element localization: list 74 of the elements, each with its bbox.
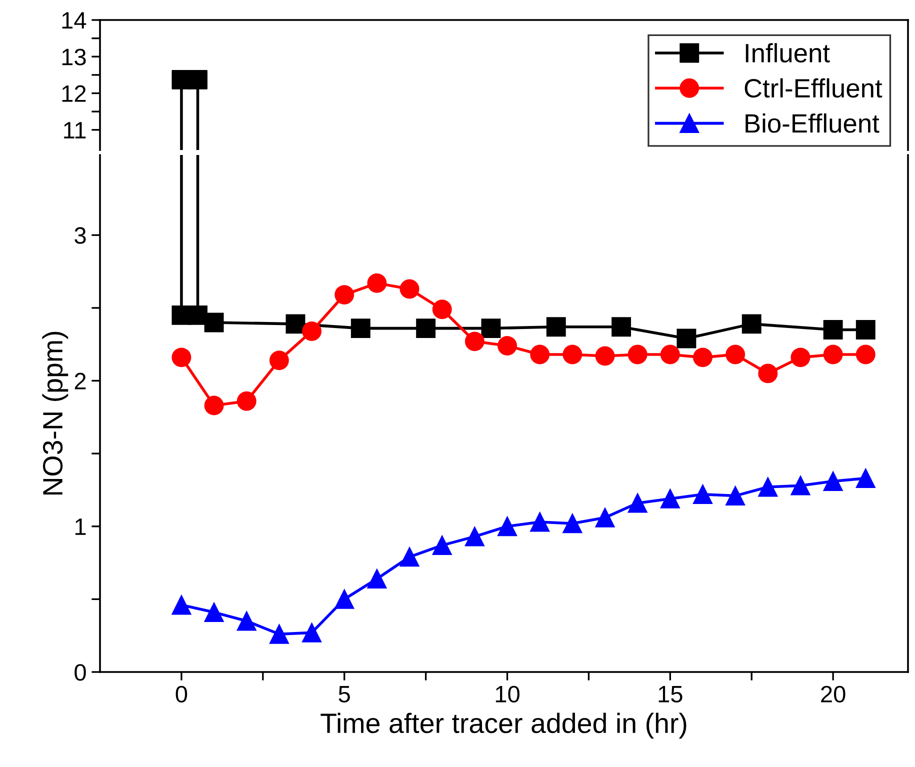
- point: [823, 471, 843, 491]
- point: [269, 350, 289, 370]
- y-axis-title: NO3-N (ppm): [42, 332, 68, 495]
- point: [432, 300, 452, 320]
- point: [562, 514, 582, 534]
- x-tick-label: 0: [176, 686, 188, 703]
- point: [742, 314, 762, 334]
- point: [595, 508, 615, 528]
- point: [856, 468, 876, 488]
- point: [367, 273, 387, 293]
- point: [172, 595, 192, 615]
- point: [204, 396, 224, 416]
- point: [400, 279, 420, 299]
- point: [416, 318, 436, 338]
- point: [595, 346, 615, 366]
- point: [188, 305, 208, 325]
- legend-label: Ctrl-Effluent: [744, 78, 882, 98]
- point: [334, 285, 354, 305]
- point: [400, 547, 420, 567]
- point: [481, 318, 501, 338]
- point: [530, 344, 550, 364]
- point: [856, 344, 876, 364]
- point: [350, 318, 370, 338]
- point: [204, 602, 224, 622]
- point: [498, 516, 517, 536]
- x-tick-label: 20: [821, 686, 846, 703]
- y-tick-label: 13: [62, 48, 86, 66]
- point: [758, 364, 778, 384]
- point: [790, 476, 810, 496]
- point: [693, 484, 712, 504]
- point: [464, 526, 484, 546]
- legend-label: Influent: [746, 43, 830, 62]
- point: [726, 486, 746, 506]
- point: [302, 622, 322, 642]
- point: [530, 512, 550, 532]
- point: [660, 488, 680, 508]
- point: [269, 624, 289, 644]
- point: [823, 344, 843, 364]
- point: [823, 320, 843, 340]
- point: [464, 332, 484, 352]
- point: [562, 344, 582, 364]
- x-tick-label: 10: [496, 686, 520, 703]
- point: [628, 493, 648, 513]
- point: [334, 589, 354, 609]
- point: [790, 348, 810, 368]
- point: [172, 348, 192, 368]
- point: [660, 344, 680, 364]
- point: [302, 321, 322, 341]
- y-tick-label: 11: [64, 122, 86, 138]
- y-tick-label: 12: [62, 85, 86, 102]
- y-tick-label: 1: [75, 518, 86, 535]
- y-tick-label: 0: [74, 664, 86, 681]
- point: [693, 348, 712, 368]
- point: [432, 536, 452, 556]
- x-tick-label: 5: [338, 686, 350, 703]
- point: [628, 344, 648, 364]
- point: [286, 314, 306, 334]
- y-tick-label: 3: [74, 227, 86, 244]
- point: [367, 569, 387, 589]
- point: [546, 317, 566, 337]
- y-tick-label: 2: [74, 372, 86, 390]
- x-tick-label: 15: [658, 686, 682, 703]
- point: [676, 328, 696, 348]
- x-axis-title: Time after tracer added in (hr): [320, 712, 686, 739]
- point: [236, 391, 256, 411]
- point: [758, 477, 778, 497]
- point: [856, 320, 876, 340]
- point: [726, 344, 746, 364]
- legend-label: Bio-Effluent: [746, 113, 880, 133]
- y-tick-label: 14: [62, 12, 86, 29]
- point: [236, 611, 256, 631]
- point: [612, 317, 632, 337]
- point: [498, 336, 517, 356]
- point: [204, 312, 224, 332]
